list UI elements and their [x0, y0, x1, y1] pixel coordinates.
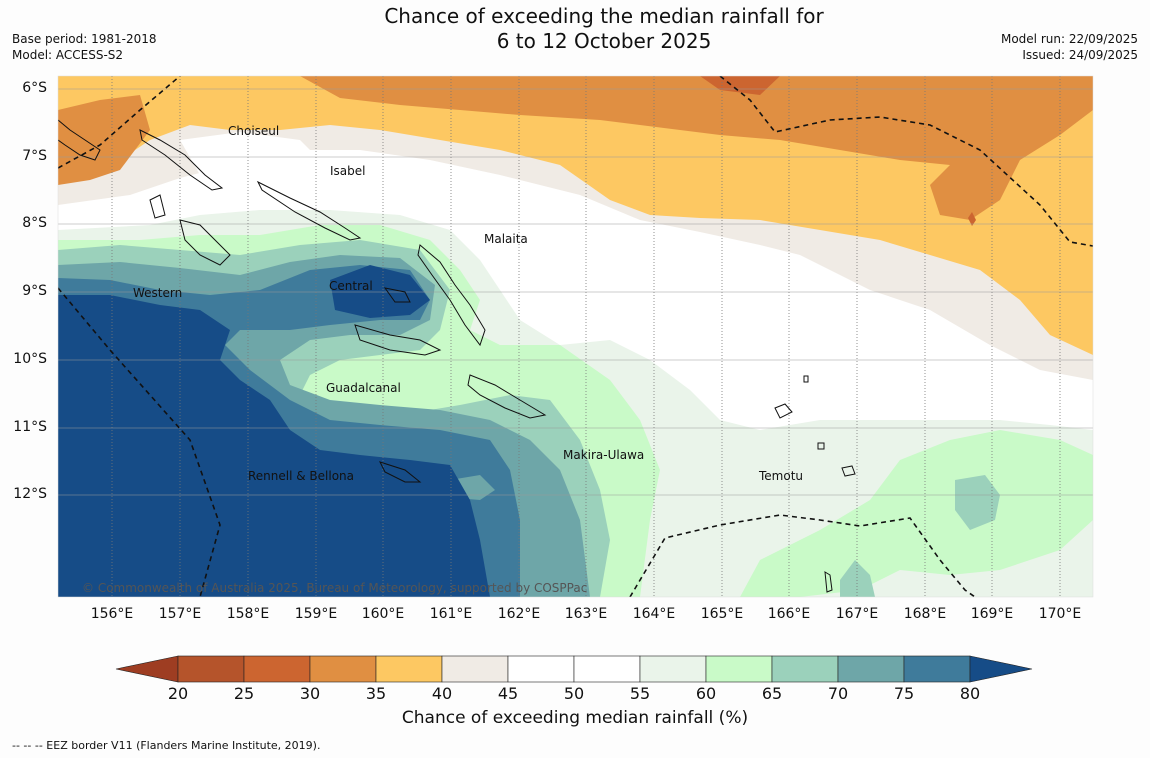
- colorbar-cell: [903, 655, 971, 683]
- eez-border: [58, 76, 1093, 597]
- colorbar-tick: 60: [695, 684, 717, 703]
- lon-label: 170°E: [1038, 606, 1082, 622]
- colorbar-cell: [243, 655, 311, 683]
- colorbar-cell: [507, 655, 575, 683]
- meta-left: Base period: 1981-2018 Model: ACCESS-S2: [12, 31, 157, 63]
- colorbar-tick: 50: [563, 684, 585, 703]
- lat-label: 7°S: [22, 148, 47, 164]
- lon-label: 159°E: [294, 606, 338, 622]
- lon-label: 167°E: [835, 606, 879, 622]
- colorbar-cell: [705, 655, 773, 683]
- lat-label: 12°S: [13, 486, 47, 502]
- place-rennell-bellona: Rennell & Bellona: [248, 469, 355, 483]
- model-name: Model: ACCESS-S2: [12, 48, 124, 62]
- colorbar-tick: 70: [827, 684, 849, 703]
- colorbar-cell: [771, 655, 839, 683]
- copyright-notice: © Commonwealth of Australia 2025, Bureau…: [82, 581, 588, 595]
- issued-date: Issued: 24/09/2025: [1022, 48, 1138, 62]
- eez-footnote: -- -- -- EEZ border V11 (Flanders Marine…: [12, 739, 321, 752]
- chart-title: Chance of exceeding the median rainfall …: [0, 4, 1150, 54]
- colorbar-tick: 25: [233, 684, 255, 703]
- colorbar-tick: 75: [893, 684, 915, 703]
- colorbar-cell: [837, 655, 905, 683]
- place-choiseul: Choiseul: [228, 124, 280, 138]
- lat-label: 11°S: [13, 419, 47, 435]
- colorbar-tick: 55: [629, 684, 651, 703]
- colorbar-tick: 35: [365, 684, 387, 703]
- lat-label: 6°S: [22, 80, 47, 96]
- colorbar-tick: 30: [299, 684, 321, 703]
- lon-label: 156°E: [90, 606, 134, 622]
- lon-label: 161°E: [429, 606, 473, 622]
- lon-label: 162°E: [497, 606, 541, 622]
- place-guadalcanal: Guadalcanal: [326, 381, 401, 395]
- band-30-35: [300, 76, 1093, 220]
- title-line-2: 6 to 12 October 2025: [496, 29, 712, 53]
- colorbar-tick: 65: [761, 684, 783, 703]
- colorbar-tick: 80: [959, 684, 981, 703]
- lon-label: 160°E: [361, 606, 405, 622]
- colorbar-cell: [573, 655, 641, 683]
- place-central: Central: [329, 279, 373, 293]
- place-temotu: Temotu: [759, 469, 804, 483]
- colorbar-label: Chance of exceeding median rainfall (%): [401, 708, 749, 728]
- colorbar-extend-low: [115, 655, 179, 683]
- lon-label: 169°E: [970, 606, 1014, 622]
- lat-label: 8°S: [22, 215, 47, 231]
- lon-label: 168°E: [903, 606, 947, 622]
- meta-right: Model run: 22/09/2025 Issued: 24/09/2025: [1001, 31, 1138, 63]
- colorbar-cell: [309, 655, 377, 683]
- coastlines: [58, 119, 856, 593]
- colorbar-tick: 20: [167, 684, 189, 703]
- colorbar-cell: [441, 655, 509, 683]
- colorbar-tick: 45: [497, 684, 519, 703]
- model-run: Model run: 22/09/2025: [1000, 32, 1138, 46]
- place-makira-ulawa: Makira-Ulawa: [563, 448, 645, 462]
- title-line-1: Chance of exceeding the median rainfall …: [384, 4, 824, 28]
- colorbar-tick: 40: [431, 684, 453, 703]
- base-period: Base period: 1981-2018: [12, 32, 157, 46]
- place-malaita: Malaita: [484, 232, 528, 246]
- colorbar-extend-high: [969, 655, 1033, 683]
- band-80-plus: [58, 295, 490, 597]
- lon-label: 164°E: [632, 606, 676, 622]
- place-western: Western: [133, 286, 183, 300]
- lon-label: 166°E: [767, 606, 811, 622]
- colorbar-cell: [639, 655, 707, 683]
- lon-label: 163°E: [564, 606, 608, 622]
- lon-label: 165°E: [700, 606, 744, 622]
- place-isabel: Isabel: [330, 164, 366, 178]
- colorbar-cell: [375, 655, 443, 683]
- colorbar-cell: [177, 655, 245, 683]
- lon-label: 157°E: [158, 606, 202, 622]
- lat-label: 10°S: [13, 351, 47, 367]
- lon-label: 158°E: [226, 606, 270, 622]
- lat-label: 9°S: [22, 283, 47, 299]
